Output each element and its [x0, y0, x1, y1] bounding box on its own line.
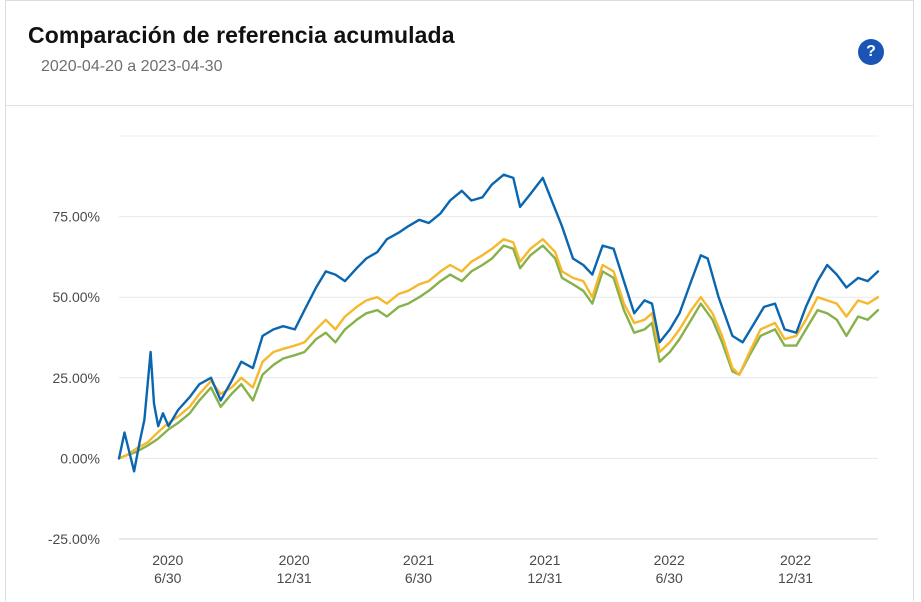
x-tick-year: 2021	[529, 552, 560, 568]
y-tick-label: -25.00%	[48, 531, 100, 547]
series-line	[117, 244, 880, 460]
y-tick-label: 50.00%	[53, 289, 100, 305]
x-tick-day: 12/31	[527, 570, 562, 586]
series-lines	[117, 173, 880, 473]
x-tick-day: 6/30	[405, 570, 432, 586]
x-tick-year: 2020	[279, 552, 310, 568]
series-line	[117, 237, 880, 460]
x-tick-year: 2022	[780, 552, 811, 568]
x-tick-day: 6/30	[154, 570, 181, 586]
chart-title: Comparación de referencia acumulada	[28, 22, 455, 48]
x-tick-year: 2021	[403, 552, 434, 568]
x-tick-year: 2022	[654, 552, 685, 568]
date-range: 2020-04-20 a 2023-04-30	[41, 58, 223, 75]
benchmark-card: Comparación de referencia acumulada 2020…	[5, 0, 914, 601]
grid-lines	[119, 135, 878, 540]
y-tick-label: 75.00%	[53, 209, 100, 225]
help-icon[interactable]: ?	[858, 39, 884, 65]
x-axis-labels: 2020 6/30 2020 12/31 2021 6/30 2021 12/31 2022 6/…	[152, 552, 813, 586]
series-line	[117, 173, 880, 473]
x-tick-year: 2020	[152, 552, 183, 568]
card-header: Comparación de referencia acumulada 2020…	[6, 1, 913, 106]
y-axis-labels: -25.00% 0.00% 25.00% 50.00% 75.00%	[48, 209, 100, 547]
y-tick-label: 25.00%	[53, 370, 100, 386]
x-tick-day: 12/31	[277, 570, 312, 586]
x-tick-day: 6/30	[656, 570, 683, 586]
x-tick-day: 12/31	[778, 570, 813, 586]
y-tick-label: 0.00%	[60, 450, 100, 466]
